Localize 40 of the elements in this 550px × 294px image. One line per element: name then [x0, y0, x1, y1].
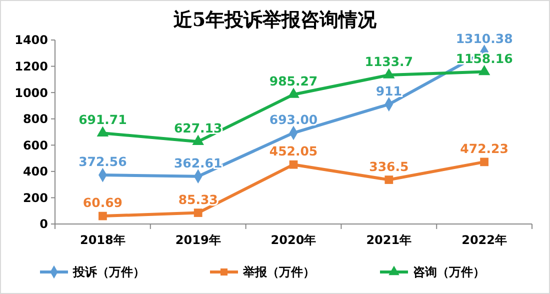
x-tick-label: 2018年: [80, 233, 126, 247]
y-tick-label: 200: [22, 190, 48, 205]
point: [289, 160, 298, 169]
y-tick-label: 1200: [14, 59, 48, 74]
data-label: 911: [376, 83, 402, 98]
x-tick-label: 2021年: [366, 233, 412, 247]
legend-label: 举报（万件）: [242, 265, 315, 280]
data-label: 372.56: [78, 154, 128, 170]
data-label: 1133.7: [364, 54, 414, 69]
data-label: 472.23: [460, 140, 508, 156]
point: [194, 208, 202, 217]
y-tick-label: 1000: [14, 86, 48, 100]
data-label: 693.00: [269, 112, 318, 127]
y-tick-label: 400: [22, 164, 48, 179]
legend-label: 投诉（万件）: [72, 265, 145, 280]
x-tick-label: 2019年: [175, 233, 221, 247]
point: [288, 88, 300, 98]
point: [98, 212, 107, 220]
y-tick-label: 600: [22, 138, 48, 152]
point: [192, 134, 204, 145]
data-label: 452.05: [269, 144, 318, 159]
y-tick-label: 0: [40, 217, 48, 232]
point: [384, 176, 394, 184]
point: [96, 126, 109, 136]
data-label: 1310.38: [456, 30, 513, 46]
point: [383, 68, 395, 78]
data-label: 362.61: [174, 155, 222, 170]
point: [478, 64, 490, 76]
data-label: 691.71: [78, 112, 127, 128]
data-label: 985.27: [269, 74, 318, 89]
data-label: 60.69: [82, 195, 122, 210]
x-tick-label: 2022年: [462, 233, 508, 247]
chart-title: 近5年投诉举报咨询情况: [172, 9, 378, 31]
point: [480, 158, 488, 166]
y-tick-label: 1400: [14, 33, 48, 48]
y-tick-label: 800: [22, 112, 48, 126]
data-label: 85.33: [178, 192, 218, 207]
data-label: 336.5: [369, 158, 409, 174]
x-tick-label: 2020年: [270, 233, 316, 247]
legend-label: 咨询（万件）: [413, 265, 485, 280]
